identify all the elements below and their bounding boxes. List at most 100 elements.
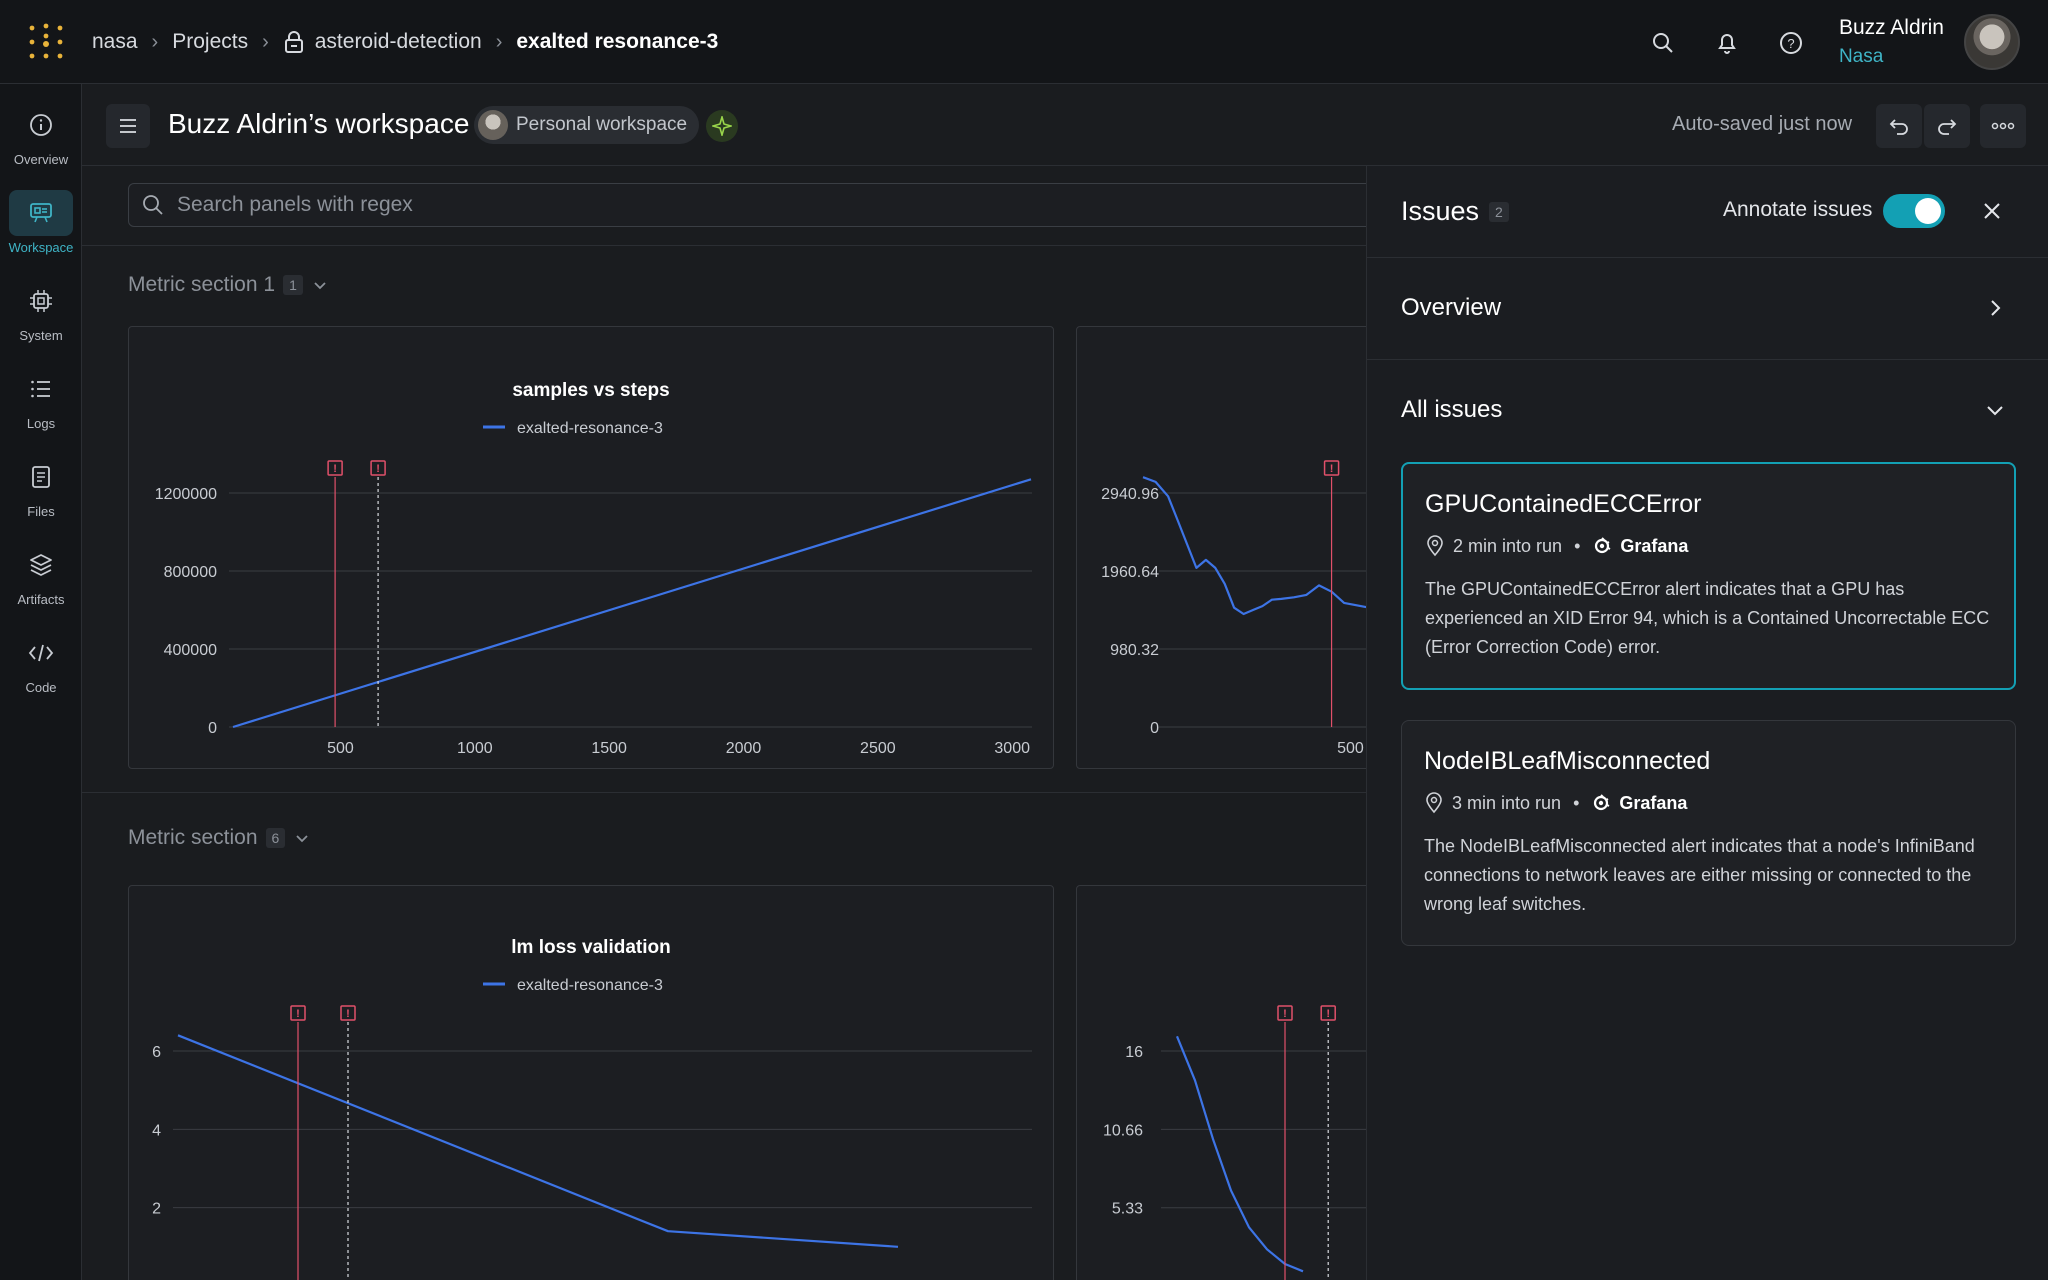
y-tick-label: 6 bbox=[152, 1044, 161, 1061]
redo-button[interactable] bbox=[1924, 104, 1970, 148]
series-line bbox=[1175, 1035, 1304, 1273]
issue-title: NodeIBLeafMisconnected bbox=[1424, 747, 1711, 775]
breadcrumb-projects[interactable]: Projects bbox=[172, 30, 249, 53]
y-tick-label: 5.33 bbox=[1112, 1201, 1143, 1218]
annotate-toggle[interactable] bbox=[1883, 194, 1945, 228]
y-tick-label: 10.66 bbox=[1103, 1122, 1143, 1139]
chevron-right-icon: › bbox=[495, 30, 503, 53]
file-icon bbox=[32, 466, 50, 488]
chevron-down-icon bbox=[1987, 406, 2003, 416]
top-bar: nasa › Projects › asteroid-detection › e… bbox=[0, 0, 2048, 84]
panel-search[interactable] bbox=[128, 183, 1378, 227]
issue-marker-icon bbox=[290, 1005, 306, 1021]
section-header-1[interactable]: Metric section 1 1 bbox=[128, 273, 329, 297]
svg-text:?: ? bbox=[1787, 36, 1794, 51]
page-title: Buzz Aldrin’s workspace bbox=[168, 108, 470, 139]
grafana-icon bbox=[1594, 794, 1610, 811]
issues-header: Issues 2 Annotate issues bbox=[1367, 166, 2048, 258]
breadcrumb-run: exalted resonance-3 bbox=[516, 30, 719, 53]
chart-panel-lm-loss[interactable]: lm loss validation exalted-resonance-3 2 4 6… bbox=[128, 885, 1054, 1280]
sparkle-icon[interactable] bbox=[706, 110, 738, 142]
sidebar-item-artifacts[interactable]: Artifacts bbox=[0, 542, 82, 607]
more-icon bbox=[1991, 122, 2015, 130]
divider bbox=[82, 245, 1366, 246]
close-icon[interactable] bbox=[1977, 196, 2007, 226]
x-tick-label: 1500 bbox=[591, 740, 627, 757]
sidebar-item-label: Files bbox=[27, 504, 55, 519]
menu-button[interactable] bbox=[106, 104, 150, 148]
sidebar-item-label: Artifacts bbox=[17, 592, 65, 607]
more-button[interactable] bbox=[1980, 104, 2026, 148]
series-line bbox=[177, 1034, 899, 1248]
chart-lm-loss-validation: lm loss validation exalted-resonance-3 2 4 6… bbox=[152, 937, 1032, 1280]
location-pin-icon bbox=[1426, 792, 1442, 814]
avatar[interactable] bbox=[1964, 14, 2020, 70]
issue-card[interactable]: NodeIBLeafMisconnected 3 min into run • … bbox=[1401, 720, 2016, 946]
y-tick-label: 4 bbox=[152, 1122, 161, 1139]
issue-marker-glyph: ! bbox=[333, 463, 337, 475]
help-icon[interactable]: ? bbox=[1774, 26, 1808, 60]
issue-body: The NodeIBLeafMisconnected alert indicat… bbox=[1424, 836, 1975, 914]
x-tick-label: 500 bbox=[327, 740, 354, 757]
chart-section2-second: 5.33 10.66 16!! bbox=[1103, 1005, 1375, 1280]
section-title: Metric section bbox=[128, 826, 258, 849]
code-icon bbox=[28, 644, 54, 662]
sidebar-item-code[interactable]: Code bbox=[0, 630, 82, 695]
sidebar-item-label: System bbox=[19, 328, 63, 343]
x-tick-label: 1000 bbox=[457, 740, 493, 757]
overview-row[interactable]: Overview bbox=[1367, 258, 2048, 360]
breadcrumb-org[interactable]: nasa bbox=[92, 30, 138, 53]
y-tick-label: 400000 bbox=[164, 642, 217, 659]
undo-button[interactable] bbox=[1876, 104, 1922, 148]
layers-icon bbox=[30, 554, 52, 576]
breadcrumb-project[interactable]: asteroid-detection bbox=[283, 30, 482, 54]
chart-panel-4[interactable]: 5.33 10.66 16!! bbox=[1076, 885, 1376, 1280]
issue-card[interactable]: GPUContainedECCError 2 min into run • Gr… bbox=[1401, 462, 2016, 690]
info-icon bbox=[30, 114, 52, 136]
issue-marker-icon bbox=[370, 460, 386, 476]
issue-marker-glyph: ! bbox=[346, 1008, 350, 1020]
chart-panel-samples[interactable]: samples vs steps exalted-resonance-3 0 4000… bbox=[128, 326, 1054, 769]
issue-marker-glyph: ! bbox=[296, 1008, 300, 1020]
workspace-badge[interactable]: Personal workspace bbox=[474, 106, 700, 144]
breadcrumb-project-label: asteroid-detection bbox=[314, 30, 482, 53]
all-issues-label: All issues bbox=[1401, 396, 1503, 423]
undo-icon bbox=[1889, 119, 1908, 135]
hamburger-icon bbox=[120, 119, 136, 133]
section-header-2[interactable]: Metric section 6 bbox=[128, 826, 311, 850]
all-issues-row[interactable]: All issues bbox=[1367, 360, 2048, 450]
chart-samples-vs-steps: samples vs steps exalted-resonance-3 0 4000… bbox=[155, 380, 1032, 757]
sidebar-item-overview[interactable]: Overview bbox=[0, 102, 82, 167]
sidebar-item-files[interactable]: Files bbox=[0, 454, 82, 519]
sidebar-item-workspace[interactable]: Workspace bbox=[0, 190, 82, 255]
issue-marker-glyph: ! bbox=[376, 463, 380, 475]
issue-marker-glyph: ! bbox=[1283, 1008, 1287, 1020]
legend-label: exalted-resonance-3 bbox=[517, 977, 663, 994]
legend-label: exalted-resonance-3 bbox=[517, 420, 663, 437]
y-tick-label: 2 bbox=[152, 1201, 161, 1218]
y-tick-label: 0 bbox=[208, 720, 217, 737]
search-icon bbox=[143, 195, 163, 215]
x-tick-label: 2500 bbox=[860, 740, 896, 757]
series-line bbox=[1142, 476, 1375, 616]
search-input[interactable] bbox=[177, 193, 1277, 217]
toggle-knob bbox=[1915, 198, 1941, 224]
issue-marker-glyph: ! bbox=[1330, 463, 1334, 475]
bell-icon[interactable] bbox=[1710, 26, 1744, 60]
issues-title-label: Issues bbox=[1401, 196, 1480, 226]
search-icon[interactable] bbox=[1646, 26, 1680, 60]
series-line bbox=[232, 478, 1032, 729]
chevron-down-icon bbox=[314, 282, 326, 290]
section-count: 1 bbox=[283, 275, 303, 295]
issue-source: Grafana bbox=[1620, 535, 1689, 556]
separator-dot: • bbox=[1574, 535, 1581, 556]
sidebar-item-system[interactable]: System bbox=[0, 278, 82, 343]
app-logo-icon[interactable] bbox=[26, 22, 66, 62]
issues-count: 2 bbox=[1489, 201, 1509, 222]
divider bbox=[82, 792, 1366, 793]
issue-marker-glyph: ! bbox=[1326, 1008, 1330, 1020]
user-info[interactable]: Buzz Aldrin Nasa bbox=[1839, 16, 1944, 68]
sidebar-item-logs[interactable]: Logs bbox=[0, 366, 82, 431]
